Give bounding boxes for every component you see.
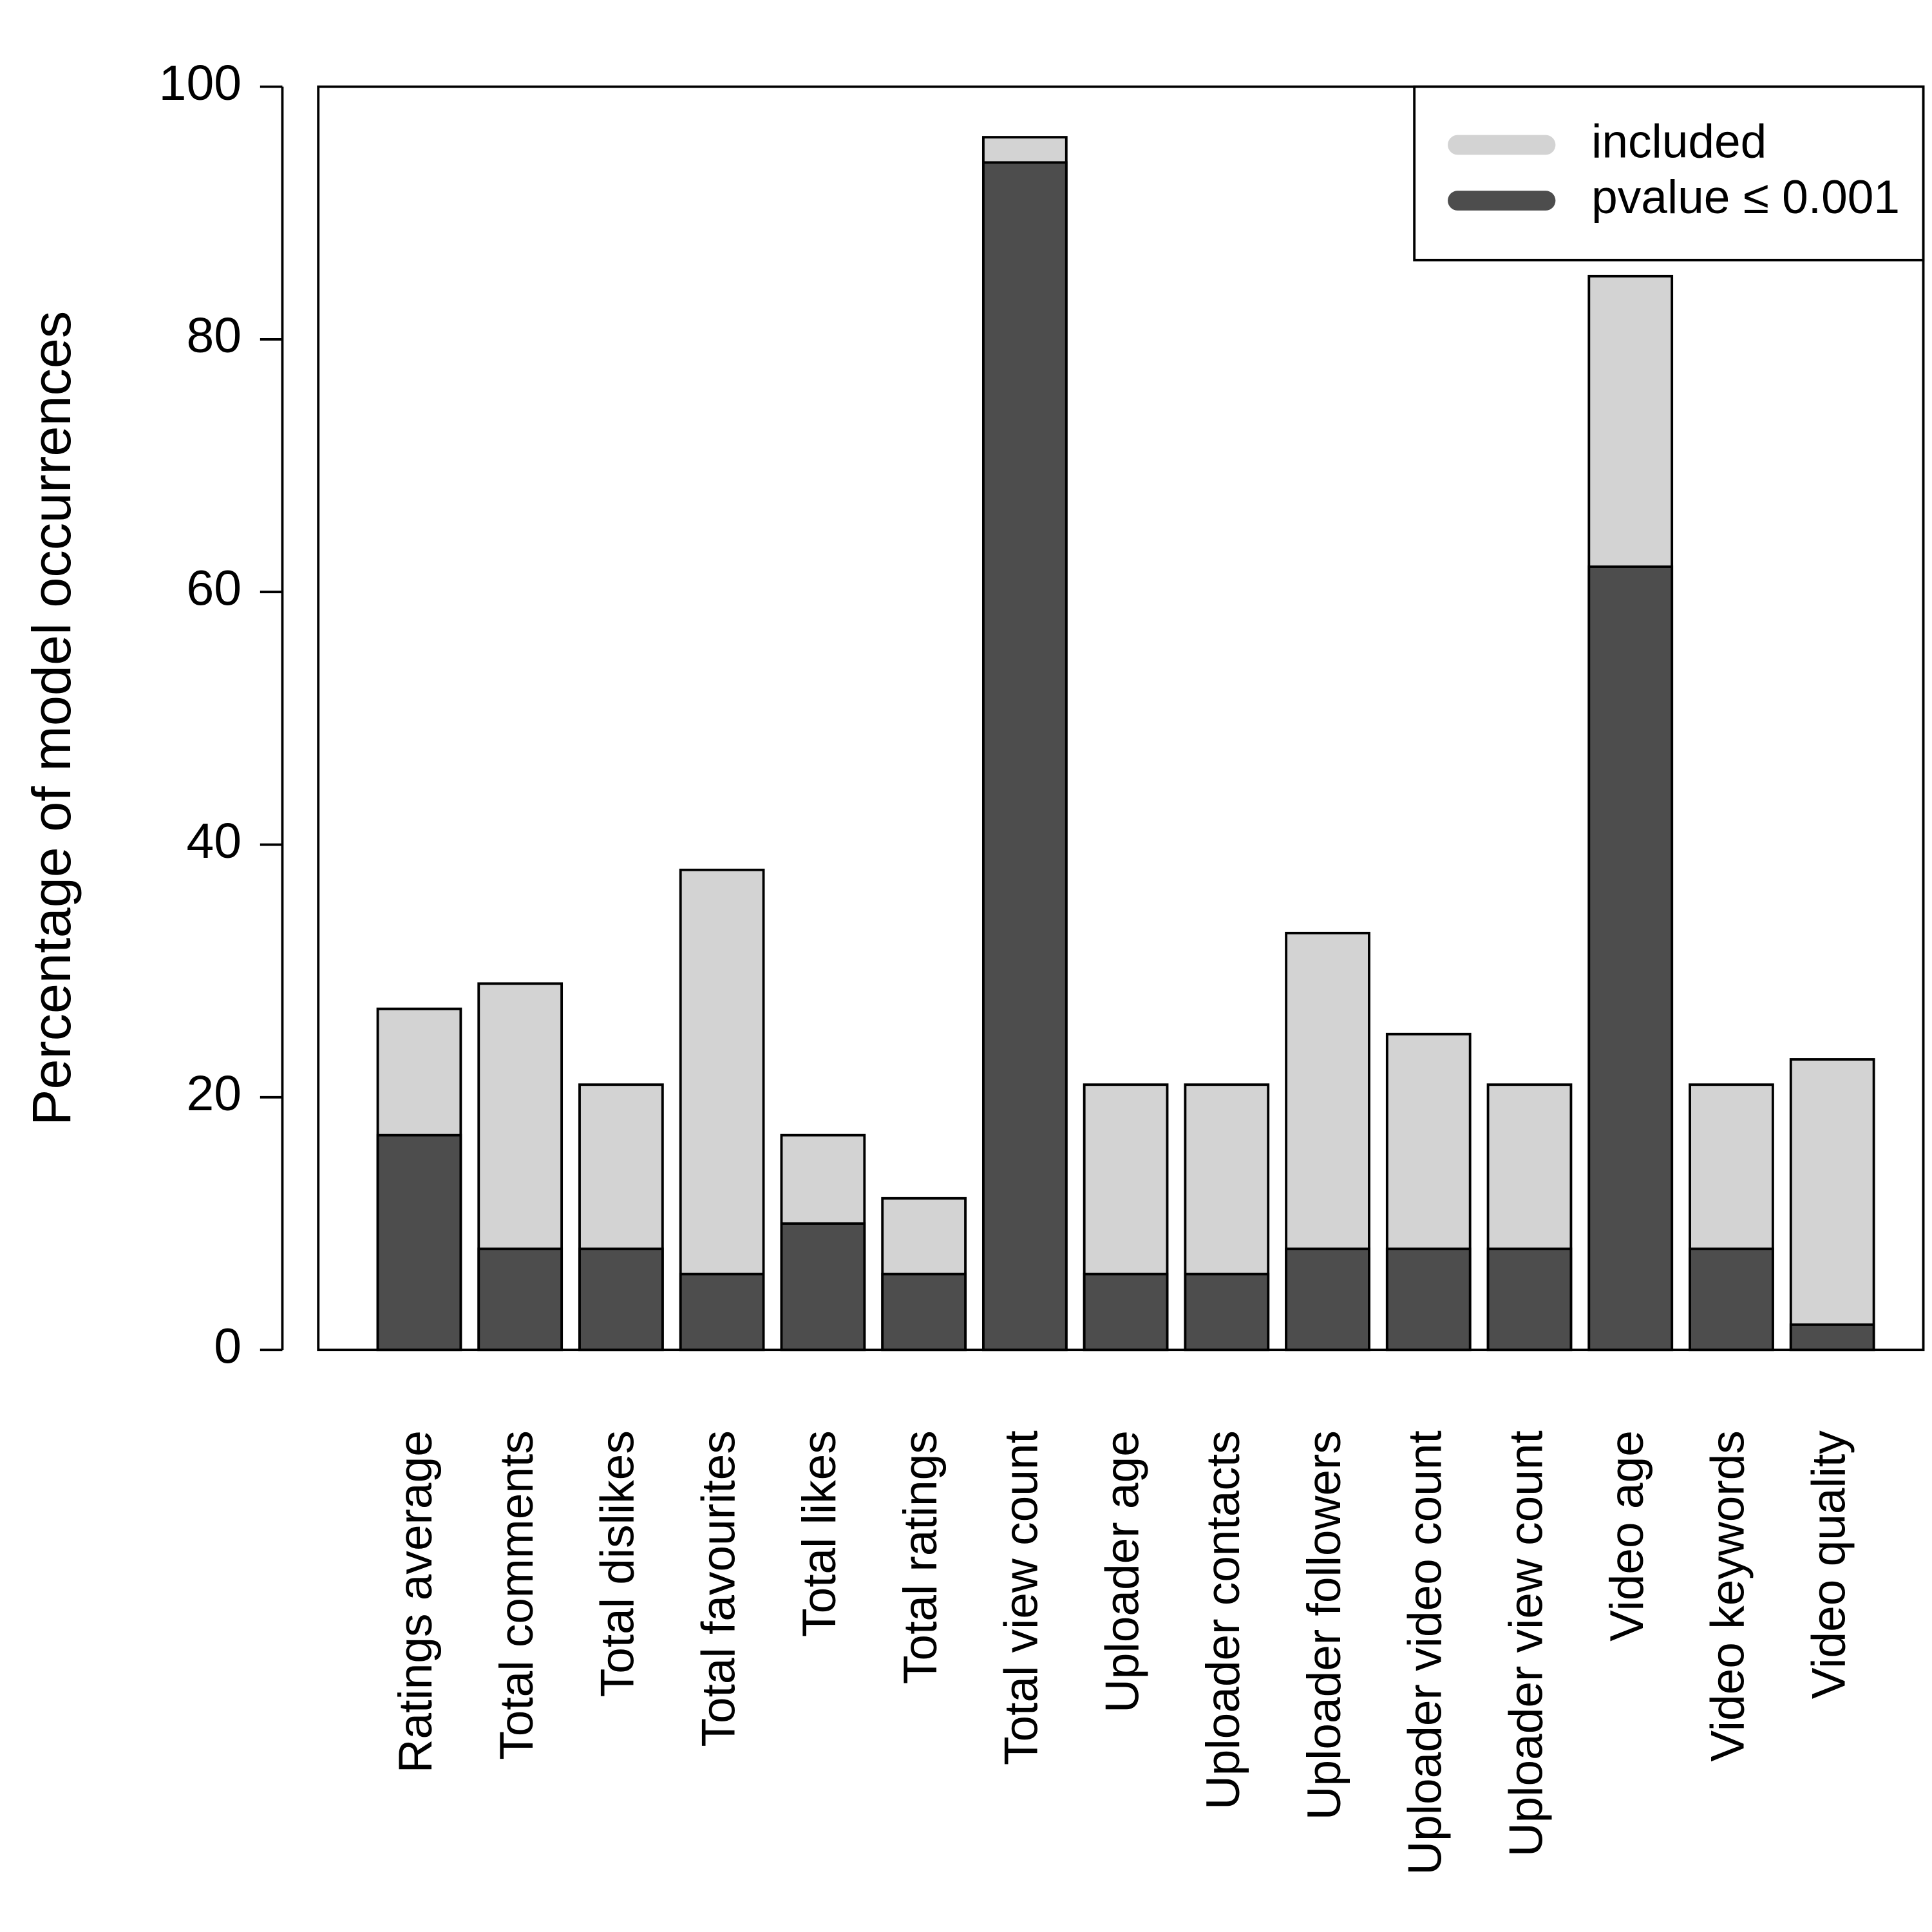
bar <box>679 1273 765 1352</box>
bar <box>578 1247 664 1352</box>
bar <box>1587 565 1674 1352</box>
x-tick-label: Total favourites <box>692 1430 744 1747</box>
bar <box>1789 1323 1875 1352</box>
y-tick-label: 20 <box>186 1066 242 1121</box>
y-tick-label: 80 <box>186 308 242 363</box>
x-tick-label: Total ratings <box>895 1430 947 1684</box>
x-tick-label: Uploader video count <box>1399 1430 1452 1875</box>
x-tick-label: Total view count <box>996 1430 1048 1765</box>
x-tick-label: Uploader view count <box>1500 1430 1552 1857</box>
bar <box>982 161 1068 1352</box>
bar <box>1689 1247 1774 1352</box>
bar <box>1285 1247 1370 1352</box>
bar <box>780 1222 866 1352</box>
bar <box>881 1273 967 1352</box>
x-tick-label: Uploader followers <box>1298 1430 1350 1820</box>
x-tick-label: Uploader age <box>1096 1430 1148 1713</box>
legend-label: pvalue ≤ 0.001 <box>1591 171 1900 223</box>
x-tick-label: Total likes <box>793 1430 846 1637</box>
x-tick-label: Uploader contacts <box>1197 1430 1249 1810</box>
x-tick-label: Video quality <box>1803 1430 1855 1700</box>
x-tick-label: Video keywords <box>1702 1430 1754 1761</box>
bar <box>1385 1247 1472 1352</box>
legend-label: included <box>1591 115 1766 167</box>
x-tick-label: Video age <box>1601 1430 1653 1642</box>
y-tick-label: 100 <box>159 55 242 111</box>
bar <box>679 868 765 1352</box>
y-tick-label: 40 <box>186 813 242 869</box>
bar <box>1083 1273 1169 1352</box>
x-tick-label: Total comments <box>491 1430 543 1760</box>
legend-box <box>1413 85 1925 261</box>
y-tick-label: 0 <box>214 1318 242 1374</box>
x-tick-label: Ratings average <box>390 1430 442 1773</box>
bar <box>1789 1058 1875 1352</box>
plot-frame <box>317 85 1925 1352</box>
bar <box>1184 1273 1270 1352</box>
bar <box>1486 1247 1573 1352</box>
y-tick-label: 60 <box>186 561 242 616</box>
x-tick-label: Total dislikes <box>592 1430 644 1697</box>
bar <box>376 1133 462 1352</box>
bar <box>477 1247 564 1352</box>
y-axis-label: Percentage of model occurrences <box>21 311 82 1126</box>
